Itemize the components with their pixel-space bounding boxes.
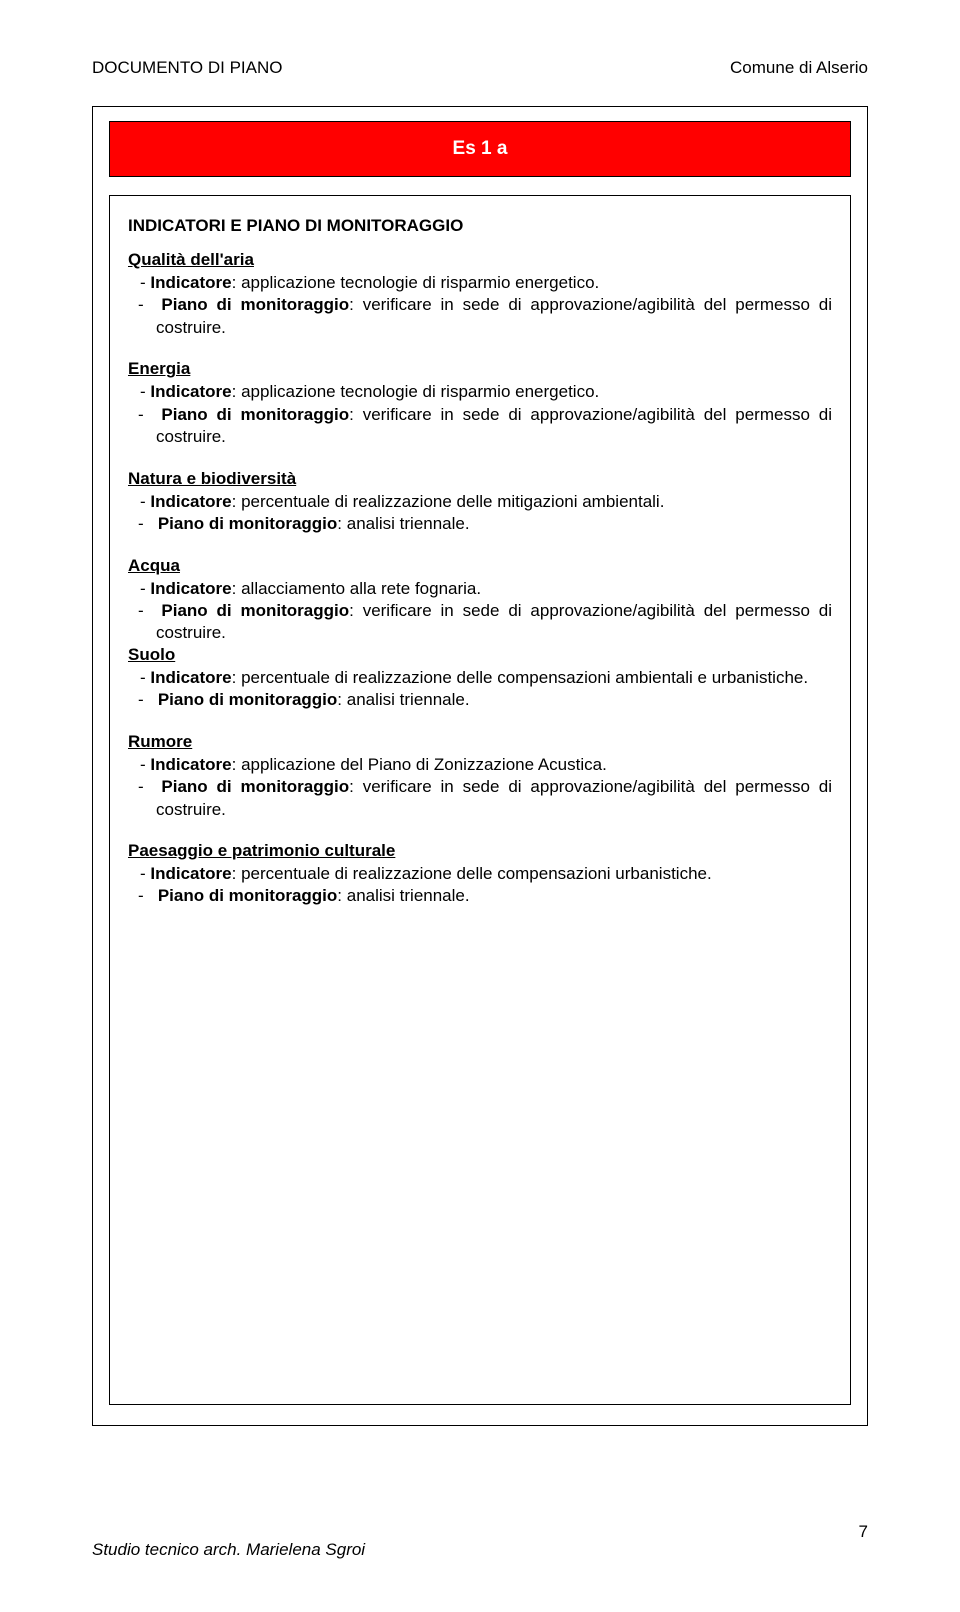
page-header: DOCUMENTO DI PIANO Comune di Alserio xyxy=(92,58,868,78)
piano-line: - Piano di monitoraggio: verificare in s… xyxy=(128,600,832,645)
block-acqua-suolo: Acqua - Indicatore: allacciamento alla r… xyxy=(128,556,832,712)
indicatore-line: - Indicatore: applicazione tecnologie di… xyxy=(128,272,832,294)
block-qualita-aria: Qualità dell'aria - Indicatore: applicaz… xyxy=(128,250,832,339)
block-rumore: Rumore - Indicatore: applicazione del Pi… xyxy=(128,732,832,821)
piano-label: Piano di monitoraggio xyxy=(161,777,349,796)
banner-title: Es 1 a xyxy=(453,138,508,159)
heading-paesaggio: Paesaggio e patrimonio culturale xyxy=(128,841,832,861)
block-energia: Energia - Indicatore: applicazione tecno… xyxy=(128,359,832,448)
page-number: 7 xyxy=(859,1522,868,1542)
heading-qualita: Qualità dell'aria xyxy=(128,250,832,270)
indicatore-line: - Indicatore: percentuale di realizzazio… xyxy=(128,863,832,885)
heading-acqua: Acqua xyxy=(128,556,832,576)
piano-line: - Piano di monitoraggio: verificare in s… xyxy=(128,294,832,339)
piano-label: Piano di monitoraggio xyxy=(161,295,349,314)
indicatore-line: - Indicatore: percentuale di realizzazio… xyxy=(128,491,832,513)
header-left: DOCUMENTO DI PIANO xyxy=(92,58,282,78)
piano-label: Piano di monitoraggio xyxy=(161,405,349,424)
indicatore-line: - Indicatore: applicazione del Piano di … xyxy=(128,754,832,776)
piano-line: - Piano di monitoraggio: analisi trienna… xyxy=(128,513,832,535)
indicatore-label: Indicatore xyxy=(150,864,231,883)
piano-label: Piano di monitoraggio xyxy=(161,601,349,620)
indicatore-label: Indicatore xyxy=(150,755,231,774)
heading-natura: Natura e biodiversità xyxy=(128,469,832,489)
header-right: Comune di Alserio xyxy=(730,58,868,78)
indicatore-label: Indicatore xyxy=(150,579,231,598)
piano-line: - Piano di monitoraggio: analisi trienna… xyxy=(128,689,832,711)
piano-line: - Piano di monitoraggio: verificare in s… xyxy=(128,776,832,821)
piano-label: Piano di monitoraggio xyxy=(158,514,337,533)
indicatore-label: Indicatore xyxy=(150,492,231,511)
indicatore-label: Indicatore xyxy=(150,668,231,687)
indicatore-line: - Indicatore: applicazione tecnologie di… xyxy=(128,381,832,403)
footer-text: Studio tecnico arch. Marielena Sgroi xyxy=(92,1540,365,1560)
outer-frame: Es 1 a INDICATORI E PIANO DI MONITORAGGI… xyxy=(92,106,868,1426)
indicatore-line: - Indicatore: percentuale di realizzazio… xyxy=(128,667,832,689)
indicatore-line: - Indicatore: allacciamento alla rete fo… xyxy=(128,578,832,600)
block-paesaggio: Paesaggio e patrimonio culturale - Indic… xyxy=(128,841,832,908)
piano-line: - Piano di monitoraggio: verificare in s… xyxy=(128,404,832,449)
content-frame: INDICATORI E PIANO DI MONITORAGGIO Quali… xyxy=(109,195,851,1405)
piano-label: Piano di monitoraggio xyxy=(158,690,337,709)
indicatore-label: Indicatore xyxy=(150,273,231,292)
piano-line: - Piano di monitoraggio: analisi trienna… xyxy=(128,885,832,907)
heading-rumore: Rumore xyxy=(128,732,832,752)
heading-suolo: Suolo xyxy=(128,645,832,665)
piano-label: Piano di monitoraggio xyxy=(158,886,337,905)
section-title: INDICATORI E PIANO DI MONITORAGGIO xyxy=(128,216,832,236)
heading-energia: Energia xyxy=(128,359,832,379)
block-natura: Natura e biodiversità - Indicatore: perc… xyxy=(128,469,832,536)
indicatore-label: Indicatore xyxy=(150,382,231,401)
banner: Es 1 a xyxy=(109,121,851,177)
